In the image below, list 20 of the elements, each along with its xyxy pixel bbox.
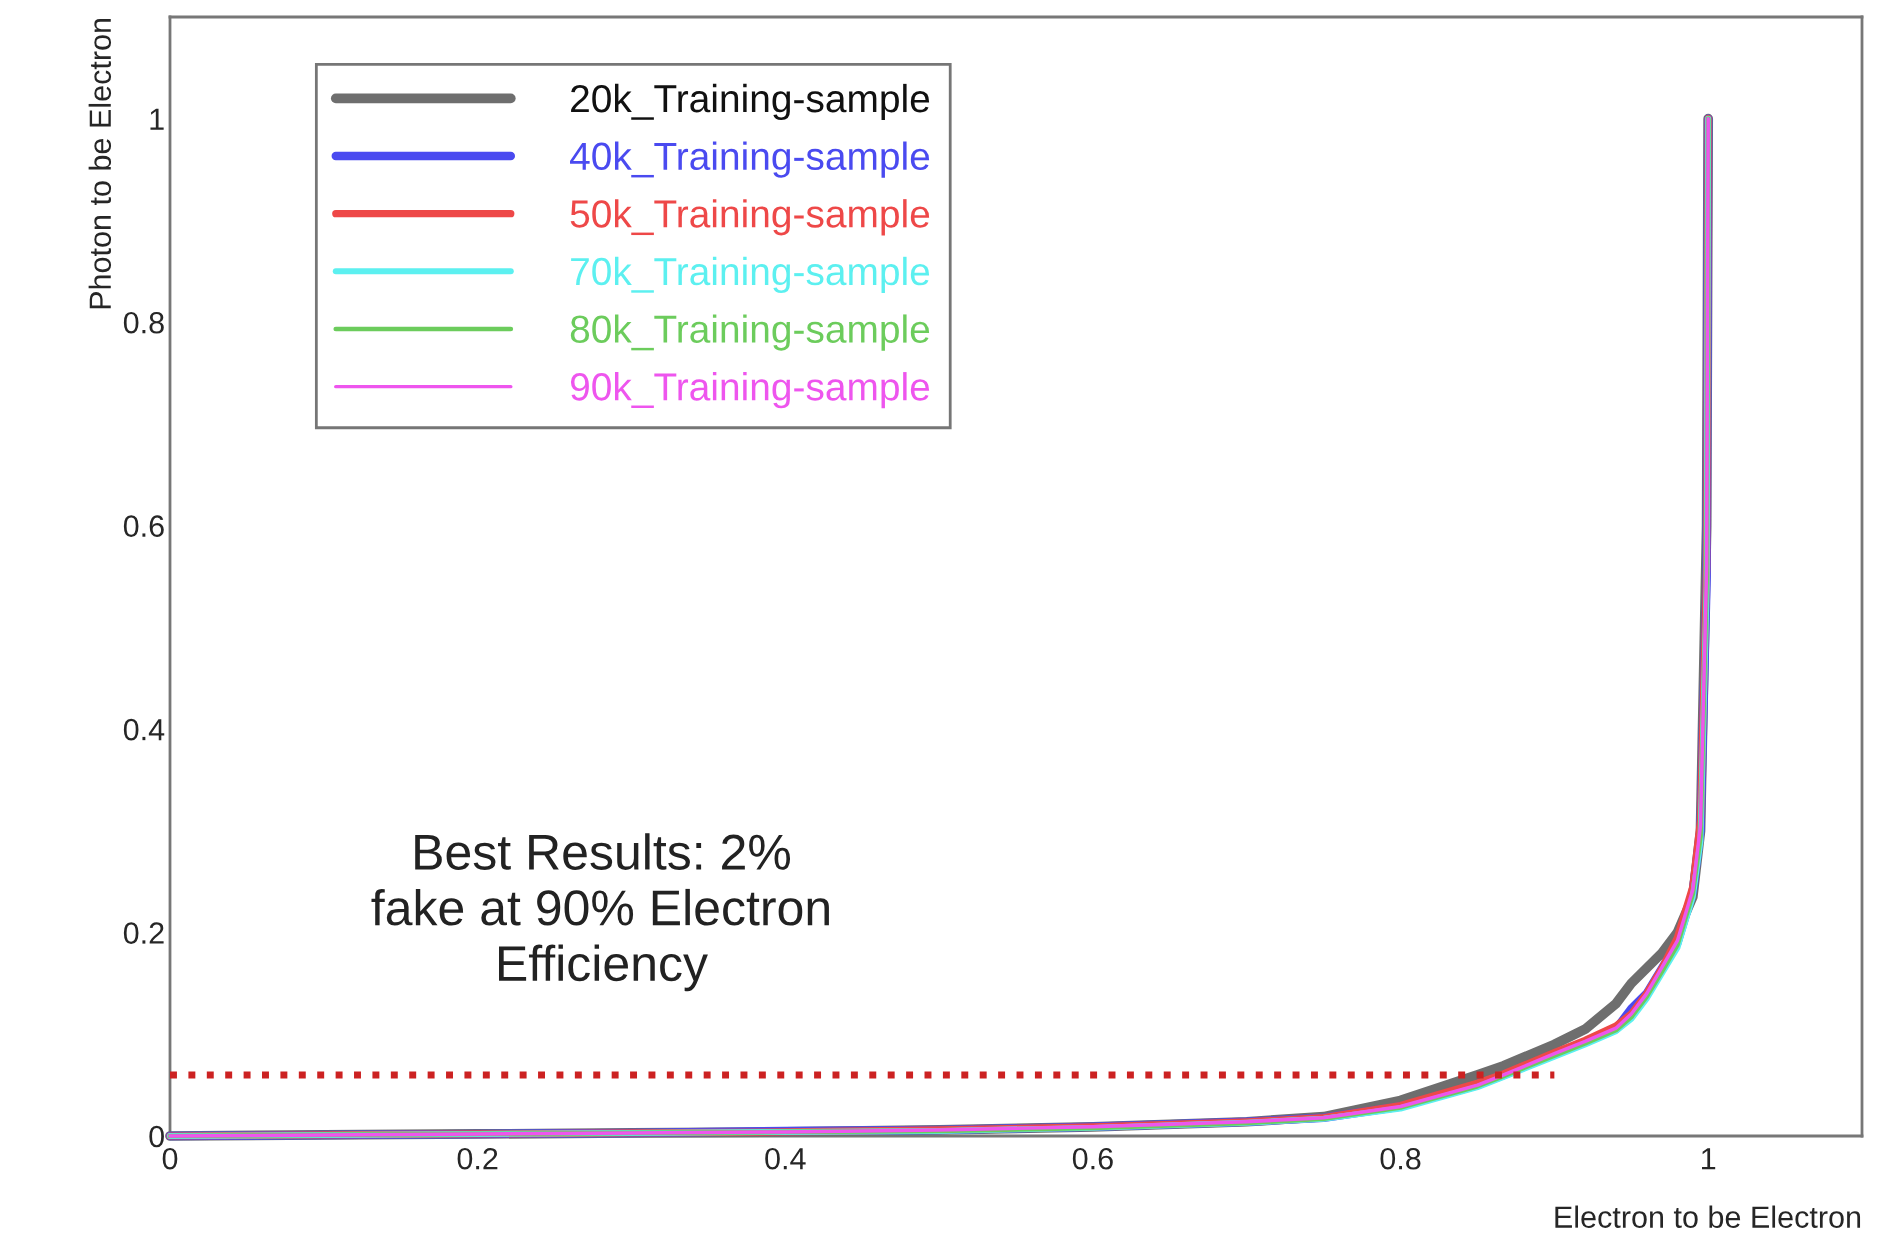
legend-label: 80k_Training-sample <box>570 314 930 351</box>
y-tick-label: 0.2 <box>123 922 164 944</box>
x-tick-label: 0.4 <box>765 1147 806 1170</box>
x-axis-title: Electron to be Electron <box>1555 1205 1861 1228</box>
y-tick-label: 0 <box>149 1125 164 1148</box>
legend-label: 40k_Training-sample <box>570 141 930 178</box>
y-tick-label: 0.4 <box>123 718 165 741</box>
x-tick-label: 0.6 <box>1072 1147 1113 1170</box>
x-tick-label: 0.8 <box>1380 1147 1421 1170</box>
x-tick-label: 0.2 <box>457 1147 498 1170</box>
y-axis-title: Photon to be Electron <box>88 18 112 309</box>
x-tick-label: 1 <box>1702 1148 1716 1170</box>
legend-label: 90k_Training-sample <box>570 372 930 409</box>
legend-label: 20k_Training-sample <box>571 83 930 121</box>
y-tick-label: 1 <box>150 108 164 130</box>
legend-label: 70k_Training-sample <box>571 256 930 294</box>
legend-label: 50k_Training-sample <box>570 199 930 236</box>
annotation: Best Results: 2% fake at 90% Electron Efficiency <box>371 833 829 992</box>
y-tick-label: 0.6 <box>123 515 164 538</box>
y-tick-label: 0.8 <box>123 311 164 334</box>
